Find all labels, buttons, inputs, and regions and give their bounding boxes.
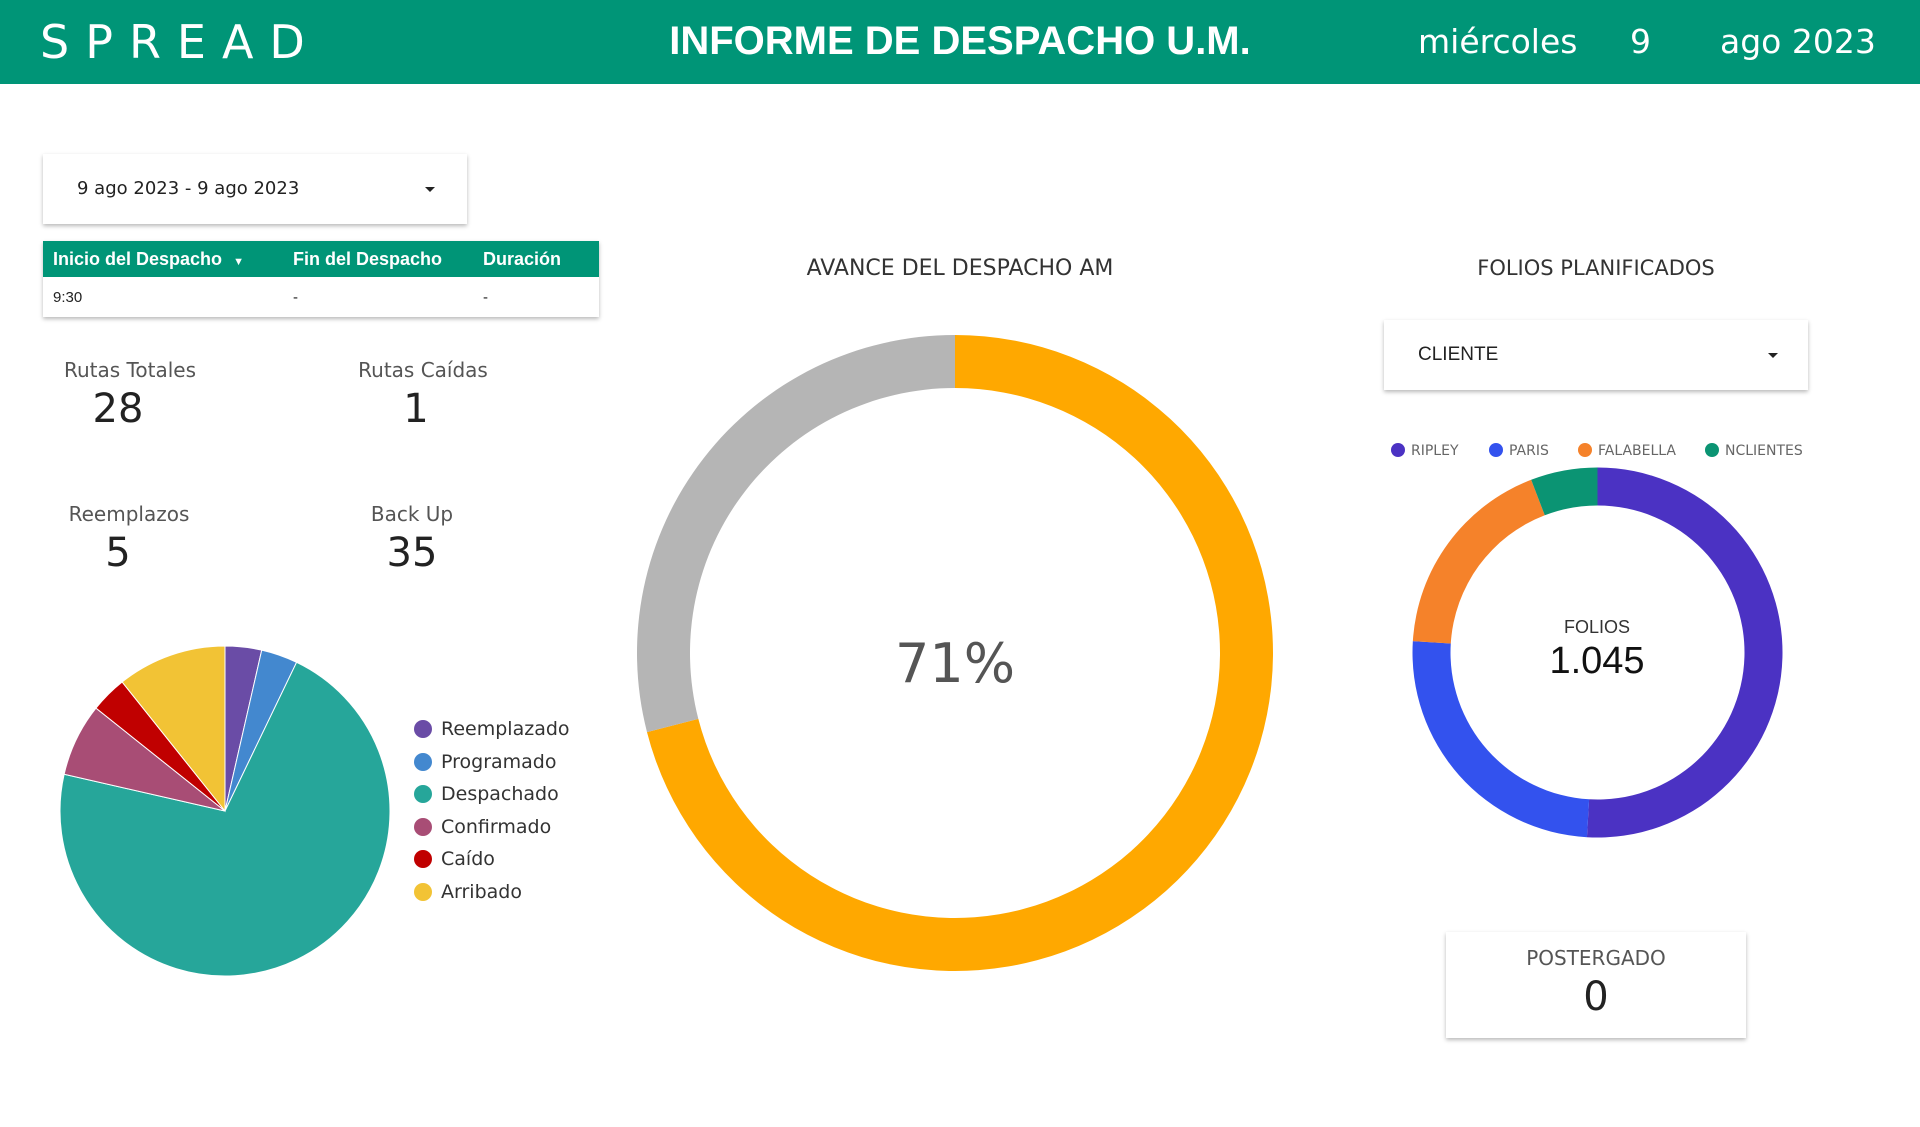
pie-slice-paris[interactable]	[1412, 641, 1590, 838]
legend-label: Despachado	[441, 783, 559, 806]
date-range-value: 9 ago 2023 - 9 ago 2023	[77, 178, 300, 199]
legend-label: Arribado	[441, 881, 522, 903]
table-header-row: Inicio del Despacho ▼ Fin del Despacho D…	[43, 241, 599, 277]
legend-item-nclientes[interactable]: NCLIENTES	[1705, 441, 1803, 461]
header-day: 9	[1630, 22, 1651, 61]
legend-swatch	[414, 720, 432, 738]
legend-label: Reemplazado	[441, 718, 570, 740]
legend-item-despachado[interactable]: Despachado	[414, 781, 559, 807]
dispatch-table: Inicio del Despacho ▼ Fin del Despacho D…	[43, 241, 599, 317]
legend-label: Confirmado	[441, 815, 552, 838]
legend-label: Caído	[441, 848, 495, 871]
legend-item-ripley[interactable]: RIPLEY	[1391, 441, 1459, 461]
table-row: 9:30 - -	[43, 277, 599, 317]
table-cell: -	[483, 288, 488, 306]
chevron-down-icon	[425, 187, 435, 192]
legend-label: NCLIENTES	[1725, 443, 1803, 459]
chevron-down-icon	[1768, 353, 1778, 358]
legend-label: Programado	[441, 750, 557, 773]
legend-swatch	[414, 817, 432, 836]
sort-arrow-icon: ▼	[233, 255, 244, 268]
avance-center-label: 71%	[894, 632, 1016, 695]
postergado-label: POSTERGADO	[1526, 946, 1666, 970]
pie-slice-falabella[interactable]	[1412, 479, 1545, 644]
pie-slice-arribado[interactable]	[121, 645, 226, 813]
legend-item-falabella[interactable]: FALABELLA	[1578, 441, 1676, 461]
page-title: INFORME DE DESPACHO U.M.	[669, 19, 1251, 63]
kpi-rutas-caidas-value: 1	[403, 386, 429, 432]
kpi-rutas-totales-value: 28	[92, 386, 144, 432]
kpi-rutas-totales-label: Rutas Totales	[64, 358, 196, 382]
legend-swatch	[414, 752, 432, 771]
column-header-label: Duración	[483, 248, 562, 269]
header-weekday: miércoles	[1418, 22, 1578, 61]
column-header-fin[interactable]: Fin del Despacho	[283, 241, 473, 277]
spread-logo: SPREAD	[40, 15, 321, 69]
pie-slice-pendiente[interactable]	[637, 335, 955, 733]
column-header-label: Fin del Despacho	[293, 248, 443, 269]
kpi-reemplazos-label: Reemplazos	[68, 502, 190, 526]
pie-slice-despachado[interactable]	[59, 661, 391, 977]
legend-item-reemplazado[interactable]: Reemplazado	[414, 716, 570, 742]
legend-item-paris[interactable]: PARIS	[1489, 441, 1549, 461]
legend-swatch	[1489, 443, 1503, 457]
pie-slice-nclientes[interactable]	[1531, 467, 1598, 516]
table-cell: 9:30	[53, 288, 83, 306]
legend-swatch	[414, 785, 432, 804]
header-month-year: ago 2023	[1720, 22, 1876, 61]
table-cell: -	[293, 288, 298, 306]
legend-label: PARIS	[1509, 443, 1549, 459]
client-filter-value: CLIENTE	[1418, 344, 1499, 365]
avance-chart-title: AVANCE DEL DESPACHO AM	[806, 256, 1114, 281]
column-header-inicio[interactable]: Inicio del Despacho ▼	[43, 241, 283, 277]
column-header-duracion[interactable]: Duración	[473, 241, 599, 277]
folios-center-value: 1.045	[1549, 640, 1645, 682]
legend-label: FALABELLA	[1598, 443, 1676, 459]
column-header-label: Inicio del Despacho	[53, 248, 223, 269]
kpi-back-up-label: Back Up	[370, 502, 454, 526]
folios-center-title: FOLIOS	[1563, 617, 1630, 637]
date-range-dropdown[interactable]: 9 ago 2023 - 9 ago 2023	[43, 154, 467, 224]
kpi-back-up-value: 35	[386, 530, 438, 576]
folios-chart-title: FOLIOS PLANIFICADOS	[1477, 256, 1715, 280]
legend-label: RIPLEY	[1411, 443, 1459, 459]
legend-item-caido[interactable]: Caído	[414, 846, 495, 872]
postergado-value: 0	[1583, 974, 1609, 1020]
folios-donut-chart	[1412, 467, 1783, 838]
legend-item-programado[interactable]: Programado	[414, 749, 557, 775]
legend-swatch	[414, 883, 432, 901]
legend-swatch	[1391, 443, 1405, 457]
legend-swatch	[1705, 443, 1719, 457]
pie-slice-ripley[interactable]	[1586, 467, 1783, 838]
avance-donut-chart	[637, 335, 1273, 972]
legend-item-arribado[interactable]: Arribado	[414, 879, 522, 905]
postergado-card: POSTERGADO 0	[1446, 932, 1746, 1038]
legend-swatch	[1578, 443, 1592, 457]
route-status-pie-chart	[59, 645, 391, 977]
client-filter-dropdown[interactable]: CLIENTE	[1384, 320, 1808, 390]
legend-item-confirmado[interactable]: Confirmado	[414, 814, 551, 840]
kpi-reemplazos-value: 5	[105, 530, 131, 576]
header-bar: SPREAD INFORME DE DESPACHO U.M. miércole…	[0, 0, 1920, 84]
legend-swatch	[414, 850, 432, 869]
kpi-rutas-caidas-label: Rutas Caídas	[358, 358, 488, 382]
